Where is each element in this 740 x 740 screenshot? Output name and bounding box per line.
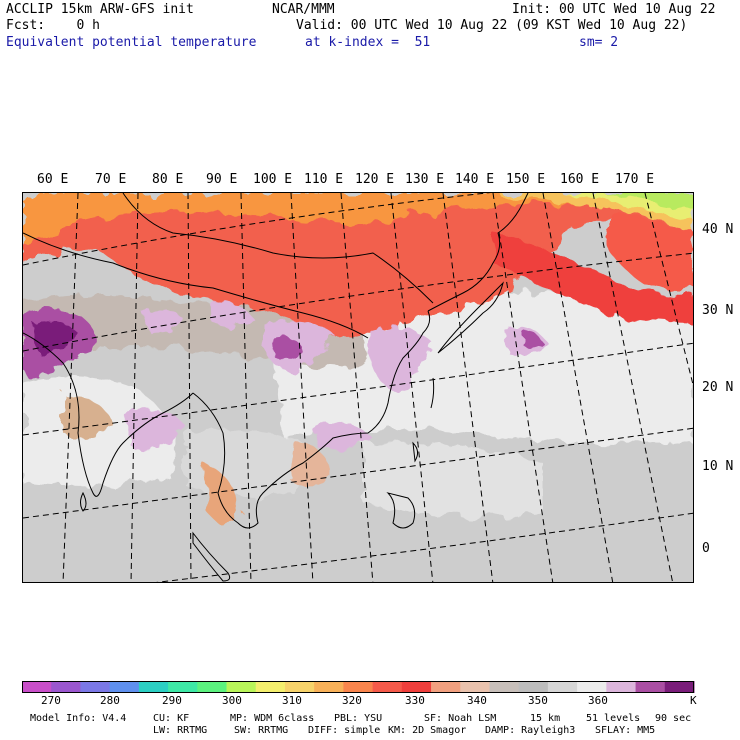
footer-resolution: 15 km [530,713,561,724]
colorbar-label: 280 [100,694,120,707]
lon-label: 140 E [455,172,495,187]
colorbar-swatch [314,681,344,693]
lon-label: 150 E [506,172,546,187]
footer-cu: CU: KF [153,713,190,724]
colorbar-swatch [51,681,81,693]
colorbar-swatch [197,681,228,693]
colorbar-swatch [22,681,52,693]
lat-label: 10 N [702,459,734,474]
lon-label: 80 E [152,172,184,187]
theta-e-shading [23,193,693,523]
colorbar-swatch [431,681,461,693]
colorbar-label: 350 [528,694,548,707]
colorbar-label: 290 [162,694,182,707]
colorbar-label: 330 [405,694,425,707]
footer-mp: MP: WDM 6class [230,713,315,724]
colorbar-swatch [226,681,257,693]
lon-label: 100 E [253,172,293,187]
colorbar-swatch [343,681,374,693]
footer-damp: DAMP: Rayleigh3 [485,725,576,736]
lon-label: 70 E [95,172,127,187]
footer-timestep: 90 sec [655,713,692,724]
colorbar-swatch [255,681,286,693]
field-name: Equivalent potential temperature [6,35,257,50]
footer-diff: DIFF: simple [308,725,381,736]
lon-label: 120 E [355,172,395,187]
theta-e-map [22,192,694,583]
footer-km: KM: 2D Smagor [388,725,467,736]
colorbar-swatch [577,681,607,693]
footer-pbl: PBL: YSU [334,713,383,724]
footer-sflay: SFLAY: MM5 [595,725,656,736]
colorbar-label: 300 [222,694,242,707]
init-time: Init: 00 UTC Wed 10 Aug 22 [512,2,716,17]
forecast-hour: Fcst: 0 h [6,18,100,33]
colorbar-swatch [606,681,637,693]
lon-label: 170 E [615,172,655,187]
colorbar-swatch [547,681,578,693]
lon-label: 130 E [405,172,445,187]
colorbar-swatch [518,681,549,693]
colorbar-label: 320 [342,694,362,707]
colorbar-swatch [284,681,315,693]
lat-label: 20 N [702,380,734,395]
colorbar-swatch [489,681,520,693]
valid-time: Valid: 00 UTC Wed 10 Aug 22 (09 KST Wed … [296,18,688,33]
colorbar-swatch [138,681,169,693]
colorbar [22,680,702,699]
colorbar-swatch [635,681,666,693]
footer-levels: 51 levels [586,713,641,724]
graticule [23,193,693,582]
colorbar-label: 270 [41,694,61,707]
smoothing: sm= 2 [579,35,619,50]
colorbar-unit: K [690,694,697,707]
k-index: at k-index = 51 [305,35,431,50]
lon-label: 60 E [37,172,69,187]
colorbar-swatch [372,681,403,693]
colorbar-svg [22,681,695,693]
institution: NCAR/MMM [272,2,335,17]
map-canvas [23,193,693,582]
colorbar-label: 310 [282,694,302,707]
footer-lw: LW: RRTMG [153,725,208,736]
footer-model-info: Model Info: V4.4 [30,713,127,724]
colorbar-swatch [168,681,198,693]
footer-sf: SF: Noah LSM [424,713,497,724]
colorbar-border [22,681,694,693]
colorbar-swatch [401,681,432,693]
lon-label: 90 E [206,172,238,187]
colorbar-label: 360 [588,694,608,707]
lat-label: 0 [702,541,710,556]
colorbar-label: 340 [467,694,487,707]
colorbar-swatch [109,681,140,693]
lon-label: 160 E [560,172,600,187]
coastlines [23,193,529,582]
moist-regions [23,302,548,450]
colorbar-swatch [80,681,111,693]
lon-label: 110 E [304,172,344,187]
lat-label: 40 N [702,222,734,237]
colorbar-swatch [460,681,490,693]
lat-label: 30 N [702,303,734,318]
colorbar-swatch [664,681,695,693]
model-title: ACCLIP 15km ARW-GFS init [6,2,194,17]
footer-sw: SW: RRTMG [234,725,289,736]
